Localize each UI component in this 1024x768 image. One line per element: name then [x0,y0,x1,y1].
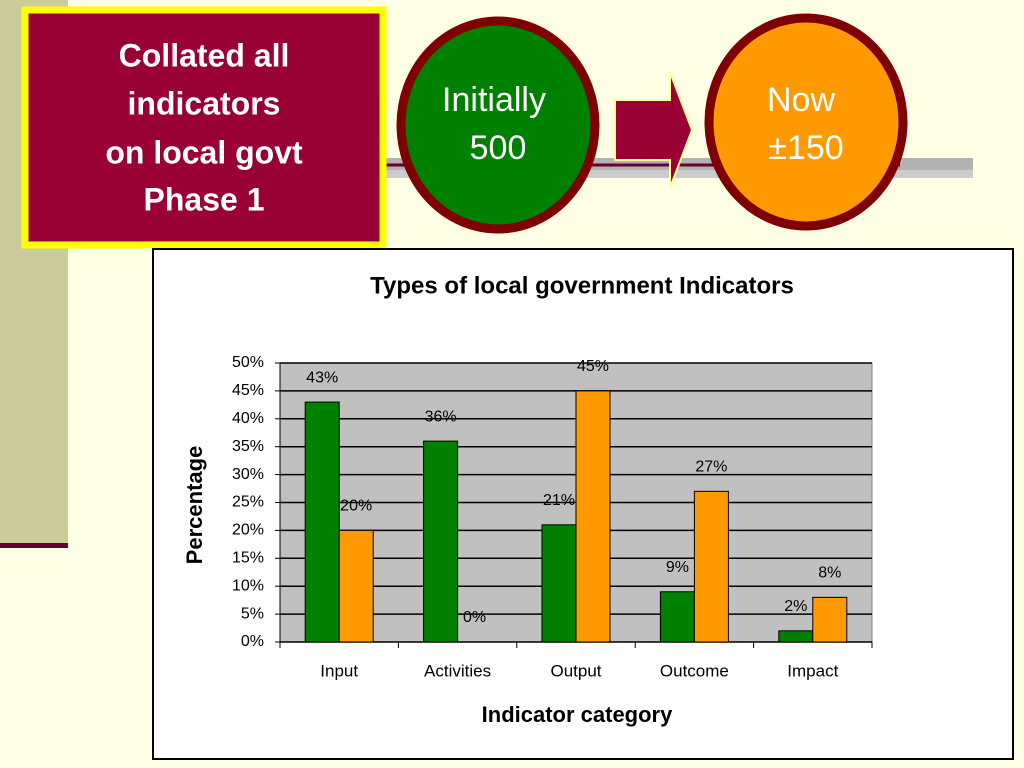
band-light [385,170,973,178]
y-tick-label: 5% [241,605,264,622]
x-tick-label: Activities [424,661,491,680]
side-rule [0,543,68,548]
x-tick-label: Impact [787,661,838,680]
bar [541,524,577,643]
chart-title: Types of local government Indicators [370,272,794,299]
chart: 0% 5% 10% 15% 20% 25% 30% 35% 40% 45% 50% Input 43% 2… [232,354,873,680]
x-tick-label: Input [320,661,358,680]
box-line: on local govt [105,134,303,170]
value-label: 27% [695,459,727,476]
value-label: 0% [463,609,486,626]
y-tick-label: 10% [232,577,264,594]
arrow [614,71,694,189]
value-label: 9% [666,559,689,576]
x-axis-label: Indicator category [482,702,673,727]
bar [778,630,814,643]
x-tick-label: Outcome [660,661,729,680]
y-tick-label: 40% [232,410,264,427]
box-line: indicators [128,85,281,121]
start-text: Initially [442,81,546,119]
end-text: ±150 [768,129,843,167]
bar [812,596,848,643]
bar [423,440,459,643]
y-tick-label: 45% [232,382,264,399]
y-tick-label: 20% [232,522,264,539]
y-axis-label: Percentage [182,446,207,565]
bar [304,401,340,643]
bar [693,490,729,643]
y-tick-label: 0% [241,633,264,650]
bar [659,591,695,643]
value-label: 2% [784,598,807,615]
y-tick-label: 50% [232,354,264,371]
y-tick-label: 30% [232,466,264,483]
start-circle [396,16,600,234]
y-tick-label: 25% [232,494,264,511]
value-label: 21% [543,492,575,509]
box-line: Phase 1 [144,181,265,217]
start-text: 500 [470,129,527,167]
end-circle [704,13,908,231]
bar [575,390,611,643]
y-tick-label: 35% [232,438,264,455]
value-label: 45% [577,358,609,375]
title-box [21,6,387,249]
value-label: 20% [340,498,372,515]
value-label: 43% [306,369,338,386]
end-text: Now [767,81,835,119]
bar [338,529,374,643]
value-label: 36% [425,408,457,425]
x-tick-label: Output [550,661,601,680]
value-label: 8% [818,565,841,582]
box-line: Collated all [119,37,290,73]
y-tick-label: 15% [232,550,264,567]
